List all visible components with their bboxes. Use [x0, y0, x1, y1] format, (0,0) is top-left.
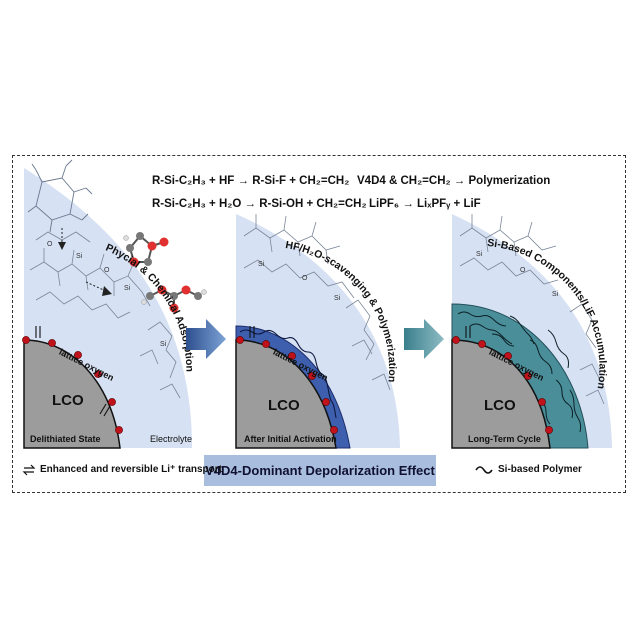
process-arrow-2: [404, 319, 444, 359]
panel3-state-label: Long-Term Cycle: [468, 434, 541, 444]
svg-text:O: O: [104, 267, 110, 274]
adsorbed-siloxane-network: [29, 231, 181, 399]
panel1-electrolyte-label: Electrolyte: [150, 434, 192, 444]
svg-text:Si: Si: [258, 261, 265, 268]
panel2-state-label: After Initial Activation: [244, 434, 337, 444]
process-arrow-1: [186, 319, 226, 359]
carbonate-molecule-icon: [123, 232, 169, 267]
v4d4-molecule-icon: [27, 159, 93, 233]
panel2-polymer-chain: [239, 329, 337, 419]
reversible-arrows-icon: [22, 464, 36, 476]
panel1-state-label: Delithiated State: [30, 434, 101, 444]
equation-lipf6-decomposition: LiPF₆ → LiₓPFᵧ + LiF: [369, 198, 481, 210]
panel3-lattice-oxygen-dots: [452, 336, 553, 434]
panel-3: Si O Si lattice oxygen LCO Long-Term Cyc…: [451, 214, 612, 449]
svg-text:Si: Si: [160, 341, 167, 348]
equation-h2o-scavenging: R-Si-C₂H₃ + H₂O → R-Si-OH + CH₂=CH₂: [152, 198, 367, 210]
equation-polymerization: V4D4 & CH₂=CH₂ → Polymerization: [357, 175, 551, 187]
legend-li-transport: Enhanced and reversible Li⁺ transport: [40, 464, 222, 475]
svg-text:Si: Si: [334, 295, 341, 302]
panel2-lattice-oxygen-dots: [236, 336, 338, 434]
linear-carbonate-molecule-icon: [141, 285, 207, 313]
svg-text:Si: Si: [76, 253, 83, 260]
panel1-lco-cathode: [23, 339, 121, 449]
equation-hf-scavenging: R-Si-C₂H₃ + HF → R-Si-F + CH₂=CH₂: [152, 175, 350, 187]
panel-2: Si O Si lattice oxygen LCO After Initial…: [235, 214, 400, 449]
svg-text:O: O: [520, 267, 526, 274]
svg-text:O: O: [47, 241, 53, 248]
panel2-lco-cathode: [235, 339, 337, 449]
dashed-frame: [12, 155, 626, 493]
panel1-core-label: LCO: [52, 392, 84, 409]
svg-text:Si: Si: [124, 285, 131, 292]
svg-text:Si: Si: [552, 291, 559, 298]
svg-text:O: O: [302, 275, 308, 282]
siloxane-network: [459, 214, 605, 405]
polymer-squiggle-icon: [475, 466, 493, 474]
svg-text:Si: Si: [476, 251, 483, 258]
legend-si-polymer: Si-based Polymer: [498, 464, 582, 475]
panel1-lattice-oxygen-dots: [22, 336, 123, 434]
li-transport-icon: [35, 326, 111, 417]
panel3-core-label: LCO: [484, 397, 516, 414]
panel2-core-label: LCO: [268, 397, 300, 414]
title-banner: V4D4-Dominant Depolarization Effect: [204, 455, 436, 486]
siloxane-network: [243, 214, 391, 391]
